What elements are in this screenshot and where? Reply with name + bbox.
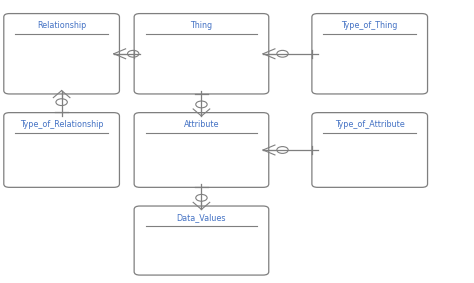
FancyBboxPatch shape [312,113,428,187]
Text: Relationship: Relationship [37,21,86,30]
Text: Type_of_Relationship: Type_of_Relationship [20,120,103,129]
FancyBboxPatch shape [4,14,119,94]
FancyBboxPatch shape [134,14,269,94]
Text: Type_of_Attribute: Type_of_Attribute [335,120,405,129]
Text: Data_Values: Data_Values [177,213,226,222]
FancyBboxPatch shape [134,113,269,187]
FancyBboxPatch shape [134,206,269,275]
Text: Attribute: Attribute [184,120,219,129]
FancyBboxPatch shape [4,113,119,187]
FancyBboxPatch shape [312,14,428,94]
Text: Thing: Thing [191,21,212,30]
Text: Type_of_Thing: Type_of_Thing [342,21,398,30]
